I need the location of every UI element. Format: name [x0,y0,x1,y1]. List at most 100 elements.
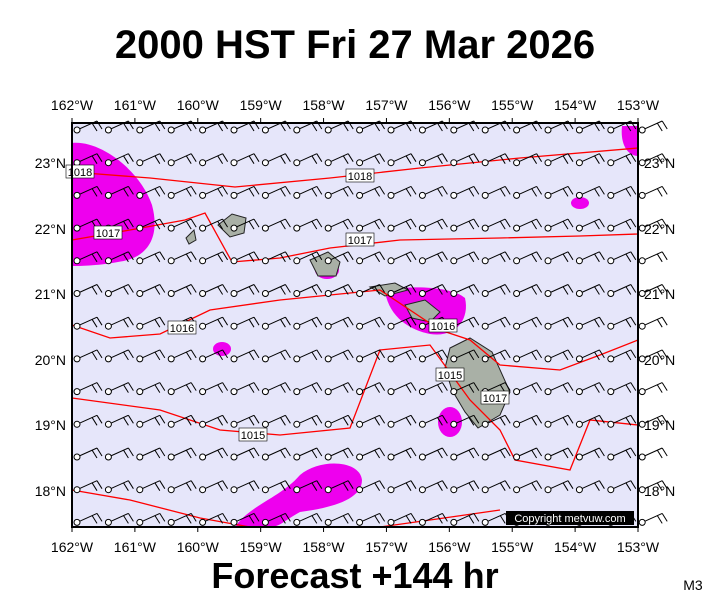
station [293,388,301,396]
barb-flag [96,284,103,293]
station [230,224,238,232]
station [73,420,81,428]
station [638,224,646,232]
barb-shaft [610,284,632,294]
barb-flag [441,218,448,228]
barb-flag [217,286,224,295]
barb-flag [316,480,323,489]
barb-shaft [359,284,380,294]
isobar-label-box [345,168,375,183]
barb-flag [405,384,412,393]
barb-flag [593,286,600,295]
station [450,518,458,526]
barb-flag [531,220,538,230]
wind-barb [607,414,637,428]
barb-flag [284,480,291,489]
barb-shaft [170,382,192,393]
barb-flag [379,480,386,489]
station [261,257,269,265]
barb-flag [253,251,260,261]
wind-barb [199,512,229,526]
wind-barb [450,218,480,232]
barb-flag [347,251,354,261]
wind-barb [199,480,229,494]
barb-flag [499,515,506,524]
station [544,126,552,134]
barb-flag [91,482,98,491]
barb-flag [567,382,574,391]
station [293,420,301,428]
station [73,257,81,265]
barb-shaft [359,185,380,196]
barb-flag [410,251,417,261]
barb-flag [96,316,103,326]
wind-barb [167,480,197,494]
station [293,257,301,265]
barb-flag [222,382,229,391]
station [607,191,615,199]
copyright: Copyright metvuw.com [514,513,625,525]
station [73,355,81,363]
station [261,322,269,330]
barb-flag [91,417,98,426]
barb-shaft [202,349,223,360]
barb-shaft [390,414,412,425]
barb-flag [311,188,318,197]
barb-shaft [108,349,129,360]
station [199,322,207,330]
barb-shaft [296,414,318,425]
wind-barb [387,382,417,396]
barb-flag [190,153,197,162]
wind-barb [230,251,260,265]
barb-shaft [108,316,129,327]
barb-flag [222,186,229,195]
station [544,257,552,265]
barb-flag [410,480,417,489]
barb-shaft [610,414,632,425]
barb-flag [159,415,166,424]
station [544,322,552,330]
barb-flag [630,480,637,489]
station [104,388,112,396]
barb-flag [379,513,386,522]
barb-shaft [422,512,443,523]
barb-shaft [202,218,223,229]
barb-flag [154,188,161,197]
station [544,191,552,199]
station [513,290,521,297]
wind-barb [575,316,605,330]
barb-flag [347,415,354,424]
barb-flag [347,480,354,489]
barb-flag [661,382,668,391]
barb-flag [625,286,632,295]
wind-barb [136,512,166,526]
barb-flag [410,415,417,424]
station [356,126,364,134]
lat-label: 18°N [35,483,66,499]
wind-barb [73,251,103,265]
barb-flag [562,417,569,426]
barb-shaft [265,480,286,491]
isobar-label-box [93,225,123,240]
barb-flag [405,155,412,164]
barb-flag [567,284,574,293]
barb-flag [405,286,412,295]
barb-shaft [108,251,129,262]
barb-flag [316,251,323,261]
barb-shaft [484,512,506,523]
barb-flag [436,220,443,230]
station [513,355,521,363]
wind-barb [513,414,543,428]
barb-shaft [233,153,255,164]
barb-flag [536,186,543,195]
barb-flag [593,482,600,491]
barb-flag [531,482,538,491]
barb-shaft [202,316,223,327]
station [324,518,332,526]
barb-flag [96,513,103,522]
barb-flag [593,155,600,164]
station [230,191,238,199]
barb-flag [374,515,381,524]
barb-flag [253,186,260,195]
barb-flag [311,515,318,524]
